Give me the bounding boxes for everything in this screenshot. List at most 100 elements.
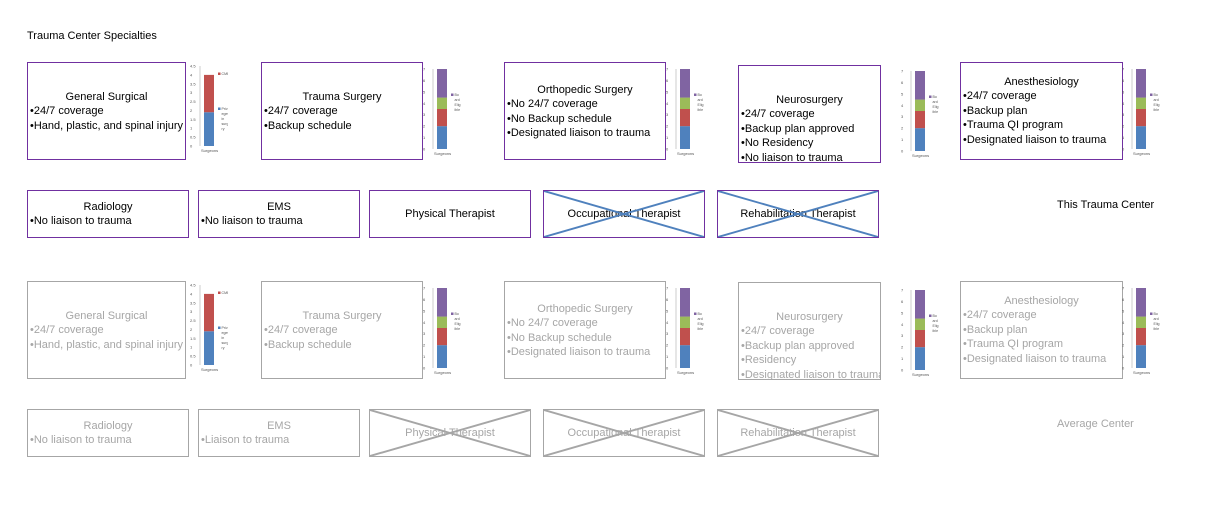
specialty-detail: •24/7 coverage bbox=[264, 105, 338, 118]
y-tick-label: 1 bbox=[423, 354, 426, 359]
specialty-box: Anesthesiology •24/7 coverage •Backup plan… bbox=[960, 62, 1123, 160]
y-tick-label: 1 bbox=[190, 345, 193, 350]
specialty-title: Anesthesiology bbox=[1004, 295, 1079, 307]
y-tick-label: 6 bbox=[423, 297, 426, 302]
y-tick-label: 2 bbox=[1122, 124, 1125, 129]
specialty-title: General Surgical bbox=[65, 310, 148, 322]
legend-label: Bo bbox=[455, 312, 459, 316]
average-center-label: Average Center bbox=[1057, 418, 1134, 430]
y-tick-label: 0 bbox=[1122, 366, 1125, 371]
specialty-detail: •Designated liaison to trauma bbox=[963, 133, 1107, 146]
legend-swatch bbox=[218, 72, 221, 75]
specialty-title: Neurosurgery bbox=[776, 94, 843, 106]
legend-label: ible bbox=[698, 327, 704, 331]
bar-segment bbox=[680, 69, 690, 98]
y-tick-label: 3 bbox=[666, 331, 669, 336]
specialty-detail: •Trauma QI program bbox=[963, 119, 1064, 132]
y-tick-label: 0 bbox=[423, 147, 426, 152]
y-tick-label: 7 bbox=[901, 69, 904, 74]
legend-label: ard bbox=[455, 98, 460, 102]
y-tick-label: 4 bbox=[423, 320, 426, 325]
y-tick-label: 7 bbox=[423, 67, 426, 72]
specialty-box: General Surgical •24/7 coverage •Hand, pla… bbox=[27, 281, 186, 379]
service-box: Occupational Therapist bbox=[543, 409, 705, 457]
legend-label: Elig bbox=[698, 322, 704, 326]
y-tick-label: 0 bbox=[901, 149, 904, 154]
bar-segment bbox=[680, 126, 690, 149]
y-tick-label: 6 bbox=[901, 299, 904, 304]
y-tick-label: 4 bbox=[1122, 101, 1125, 106]
specialty-detail: •Residency bbox=[741, 354, 797, 367]
y-tick-label: 3 bbox=[901, 333, 904, 338]
y-tick-label: 5 bbox=[901, 91, 904, 96]
specialty-box: Neurosurgery •24/7 coverage •Backup plan a… bbox=[738, 282, 881, 380]
specialty-box: Trauma Surgery •24/7 coverage •Backup sche… bbox=[261, 62, 423, 160]
bar-segment bbox=[1136, 288, 1146, 317]
legend-label: Elig bbox=[933, 324, 939, 328]
y-tick-label: 4.5 bbox=[190, 283, 196, 288]
y-tick-label: 3 bbox=[666, 112, 669, 117]
bar-segment bbox=[437, 316, 447, 328]
legend-label: CME bbox=[222, 291, 229, 295]
legend-swatch bbox=[929, 314, 932, 317]
y-tick-label: 7 bbox=[423, 286, 426, 291]
legend-label: Elig bbox=[1154, 103, 1160, 107]
category-label: Surgeons bbox=[912, 372, 929, 377]
y-tick-label: 3 bbox=[423, 331, 426, 336]
legend-swatch bbox=[218, 291, 221, 294]
bar-segment bbox=[1136, 69, 1146, 98]
legend-label: eges bbox=[222, 331, 229, 335]
bar-segment bbox=[680, 288, 690, 317]
specialty-detail: •24/7 coverage bbox=[30, 105, 104, 118]
y-tick-label: 6 bbox=[1122, 297, 1125, 302]
bar-segment bbox=[437, 345, 447, 368]
service-box: Physical Therapist bbox=[369, 190, 531, 238]
legend-label: Privil bbox=[222, 326, 229, 330]
y-tick-label: 2.5 bbox=[190, 318, 196, 323]
mini-bar-chart: 0 0.5 1 1.5 2 2.5 3 3.5 4 4.5 Privilegesinsurgery C… bbox=[190, 283, 229, 373]
y-tick-label: 0 bbox=[666, 366, 669, 371]
y-tick-label: 2 bbox=[190, 327, 193, 332]
legend-label: Privil bbox=[222, 107, 229, 111]
legend-label: Elig bbox=[1154, 322, 1160, 326]
y-tick-label: 7 bbox=[666, 67, 669, 72]
specialty-title: Orthopedic Surgery bbox=[537, 84, 633, 96]
bar-segment bbox=[1136, 97, 1146, 109]
specialty-detail: •Backup plan bbox=[963, 323, 1028, 336]
page-title: Trauma Center Specialties bbox=[27, 30, 157, 42]
specialty-box: Orthopedic Surgery •No 24/7 coverage •No B… bbox=[504, 281, 666, 379]
legend-label: in bbox=[222, 117, 225, 121]
bar-segment bbox=[204, 293, 214, 332]
specialty-detail: •Hand, plastic, and spinal injury bbox=[30, 119, 184, 132]
category-label: Surgeons bbox=[912, 153, 929, 158]
legend-label: Bo bbox=[698, 93, 702, 97]
y-tick-label: 6 bbox=[666, 297, 669, 302]
legend-label: ard bbox=[933, 100, 938, 104]
bar-segment bbox=[437, 288, 447, 317]
category-label: Surgeons bbox=[677, 370, 694, 375]
y-tick-label: 5 bbox=[1122, 89, 1125, 94]
bar-segment bbox=[437, 328, 447, 346]
bar-segment bbox=[915, 99, 925, 111]
y-tick-label: 1 bbox=[1122, 135, 1125, 140]
bar-segment bbox=[915, 318, 925, 330]
specialty-detail: •24/7 coverage bbox=[741, 325, 815, 338]
cross-out-mark bbox=[718, 410, 878, 456]
y-tick-label: 4 bbox=[190, 291, 193, 296]
y-tick-label: 1.5 bbox=[190, 117, 196, 122]
y-tick-label: 2 bbox=[901, 126, 904, 131]
y-tick-label: 2 bbox=[666, 124, 669, 129]
specialty-detail: •Backup plan approved bbox=[741, 339, 855, 352]
y-tick-label: 6 bbox=[901, 80, 904, 85]
cross-out-mark bbox=[718, 191, 878, 237]
bar-segment bbox=[915, 330, 925, 348]
cross-line bbox=[718, 191, 878, 237]
y-tick-label: 5 bbox=[666, 308, 669, 313]
legend-swatch bbox=[1150, 93, 1153, 96]
service-title: EMS bbox=[267, 420, 291, 432]
y-tick-label: 4 bbox=[423, 101, 426, 106]
